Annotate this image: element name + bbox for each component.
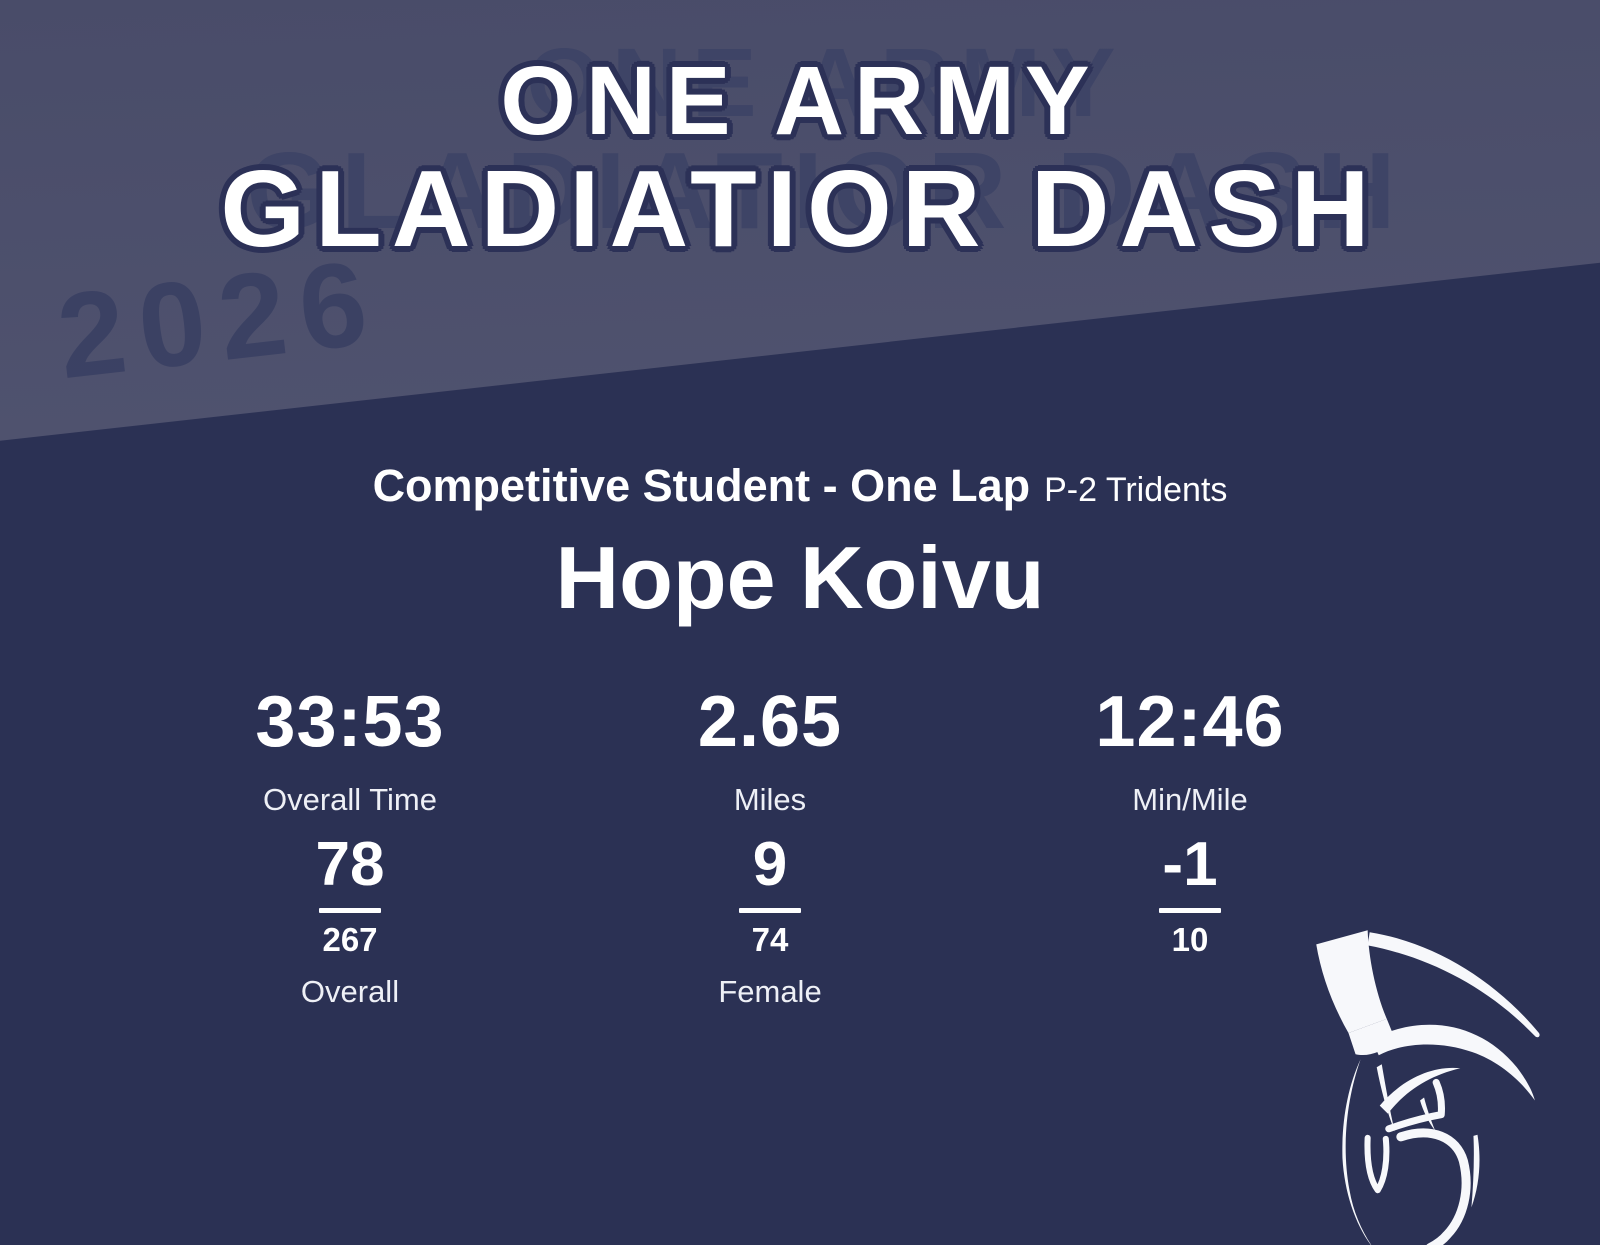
fraction-bar xyxy=(739,908,801,913)
rank-place: 78 xyxy=(315,830,385,899)
wave-name: P-2 Tridents xyxy=(1044,471,1228,509)
fraction-bar xyxy=(319,908,381,913)
division-name: Competitive Student - One Lap xyxy=(372,460,1031,511)
athlete-row: Hope Koivu xyxy=(30,534,1570,622)
rank-place: 9 xyxy=(752,830,788,899)
athlete-name: Hope Koivu xyxy=(555,528,1045,627)
rank-overall: 78 267 Overall xyxy=(140,834,560,1010)
stat-miles: 2.65 Miles xyxy=(560,686,980,818)
stat-value: 33:53 xyxy=(255,682,445,762)
rank-total: 10 xyxy=(1171,921,1209,958)
event-title-line1: ONE ARMY ONE ARMY xyxy=(30,34,1570,149)
stat-label: Overall Time xyxy=(263,782,437,817)
stat-value: 12:46 xyxy=(1095,682,1285,762)
rank-total: 267 xyxy=(322,921,378,958)
stat-label: Miles xyxy=(733,782,807,817)
event-title: ONE ARMY ONE ARMY GLADIATIOR DASH GLADIA… xyxy=(30,0,1570,264)
stat-value: 2.65 xyxy=(697,682,843,762)
event-title-line2: GLADIATIOR DASH GLADIATIOR DASH xyxy=(30,137,1570,264)
stat-pace: 12:46 Min/Mile xyxy=(980,686,1400,818)
rankings-row: 78 267 Overall 9 74 Female -1 10 xyxy=(140,834,1400,1010)
rank-place: -1 xyxy=(1162,830,1218,899)
event-title-line1-shadow: ONE ARMY xyxy=(526,28,1126,137)
event-title-line2-shadow: GLADIATIOR DASH xyxy=(246,130,1406,252)
rank-label: Female xyxy=(718,974,822,1009)
stats-row: 33:53 Overall Time 2.65 Miles 12:46 Min/… xyxy=(140,686,1400,818)
rank-label: Overall xyxy=(300,974,400,1009)
division-row: Competitive Student - One Lap P-2 Trident… xyxy=(30,460,1570,512)
rank-total: 74 xyxy=(751,921,789,958)
fraction-bar xyxy=(1159,908,1221,913)
stat-label: Min/Mile xyxy=(1132,782,1248,817)
rank-age-group: -1 10 xyxy=(980,834,1400,1010)
rank-gender: 9 74 Female xyxy=(560,834,980,1010)
spartan-helmet-icon xyxy=(1283,920,1545,1245)
stat-overall-time: 33:53 Overall Time xyxy=(140,686,560,818)
